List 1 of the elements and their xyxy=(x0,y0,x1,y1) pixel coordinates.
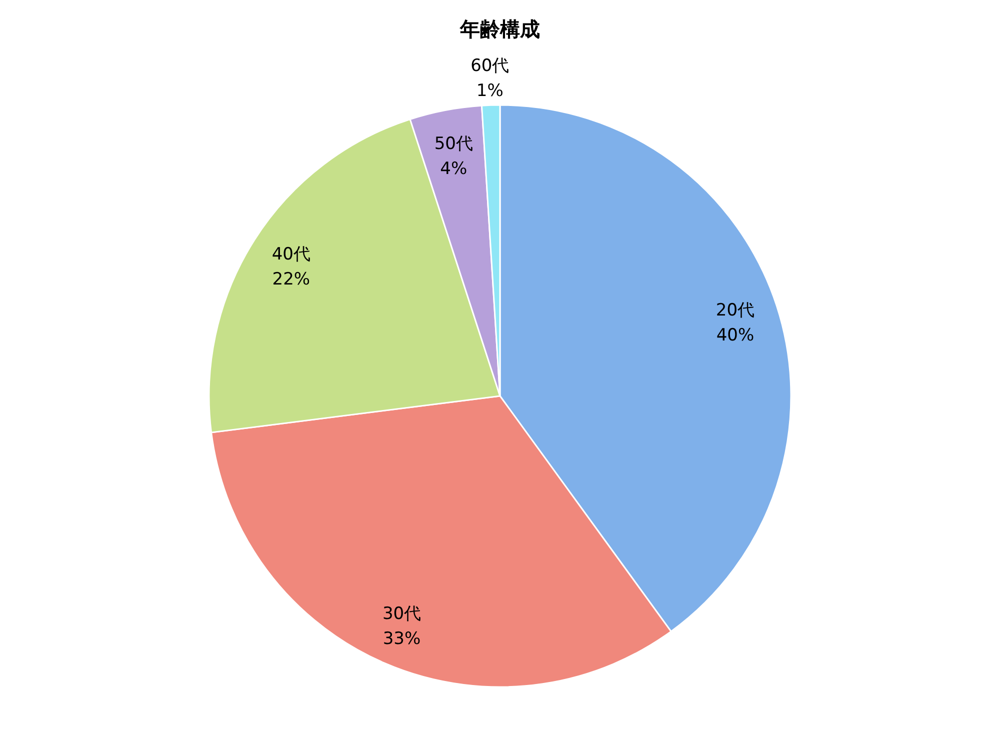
chart-title: 年齢構成 xyxy=(459,17,540,41)
